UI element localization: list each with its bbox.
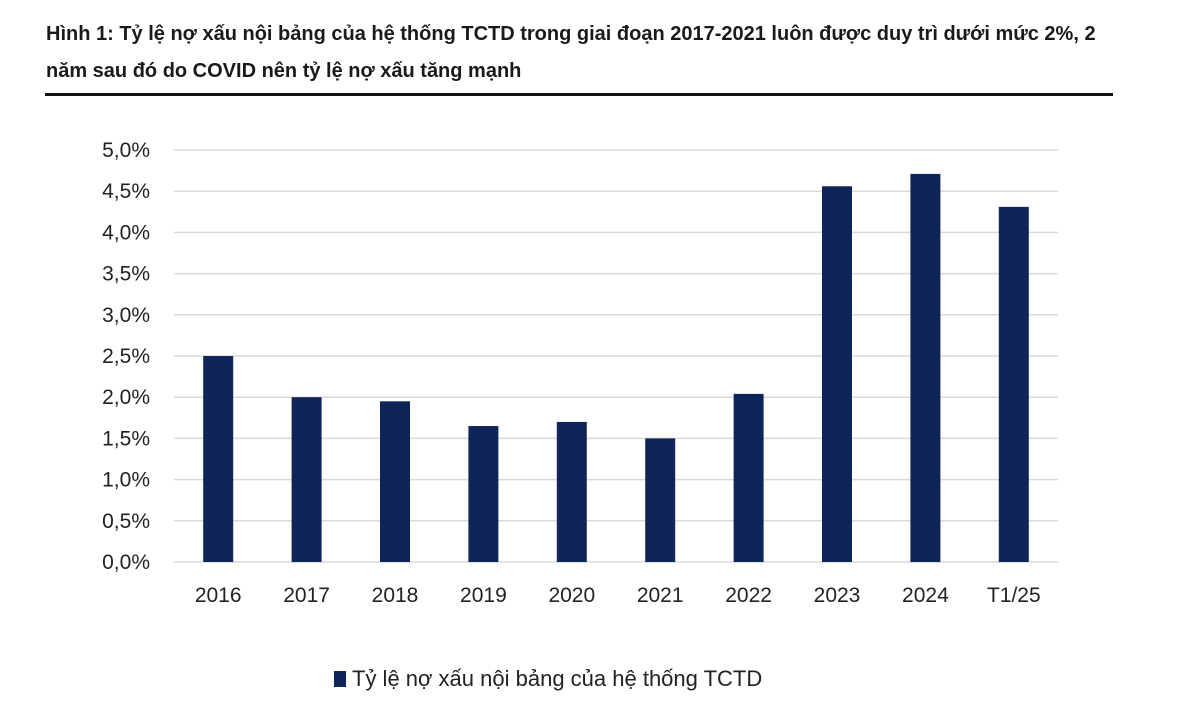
bar — [380, 401, 410, 562]
legend-label: Tỷ lệ nợ xấu nội bảng của hệ thống TCTD — [352, 666, 763, 691]
y-tick-label: 2,0% — [102, 386, 150, 409]
legend-swatch — [334, 671, 346, 687]
x-tick-label: 2023 — [814, 584, 861, 607]
x-tick-label: T1/25 — [987, 584, 1041, 607]
y-tick-label: 4,0% — [102, 221, 150, 244]
x-tick-label: 2016 — [195, 584, 242, 607]
y-tick-label: 0,0% — [102, 551, 150, 574]
y-tick-label: 4,5% — [102, 180, 150, 203]
x-tick-label: 2021 — [637, 584, 684, 607]
bar — [203, 356, 234, 562]
x-tick-label: 2024 — [902, 584, 949, 607]
bar — [645, 438, 676, 562]
bar — [998, 206, 1029, 562]
x-tick-label: 2022 — [725, 584, 772, 607]
y-tick-label: 5,0% — [102, 139, 150, 162]
y-tick-label: 1,0% — [102, 469, 150, 492]
x-tick-label: 2019 — [460, 584, 507, 607]
bar — [556, 421, 587, 562]
y-tick-label: 3,0% — [102, 304, 150, 327]
y-tick-label: 3,5% — [102, 263, 150, 286]
bar — [291, 397, 322, 562]
figure-title: Hình 1: Tỷ lệ nợ xấu nội bảng của hệ thố… — [46, 23, 1096, 82]
bar — [733, 393, 764, 562]
bar — [910, 173, 941, 562]
x-tick-label: 2017 — [283, 584, 330, 607]
x-tick-label: 2018 — [372, 584, 419, 607]
bar — [468, 426, 499, 562]
bar — [822, 186, 852, 563]
y-tick-label: 1,5% — [102, 427, 150, 450]
legend: Tỷ lệ nợ xấu nội bảng của hệ thống TCTD — [334, 666, 762, 692]
title-rule — [45, 93, 1113, 96]
x-tick-label: 2020 — [548, 584, 595, 607]
y-tick-label: 0,5% — [102, 510, 150, 533]
y-tick-label: 2,5% — [102, 345, 150, 368]
